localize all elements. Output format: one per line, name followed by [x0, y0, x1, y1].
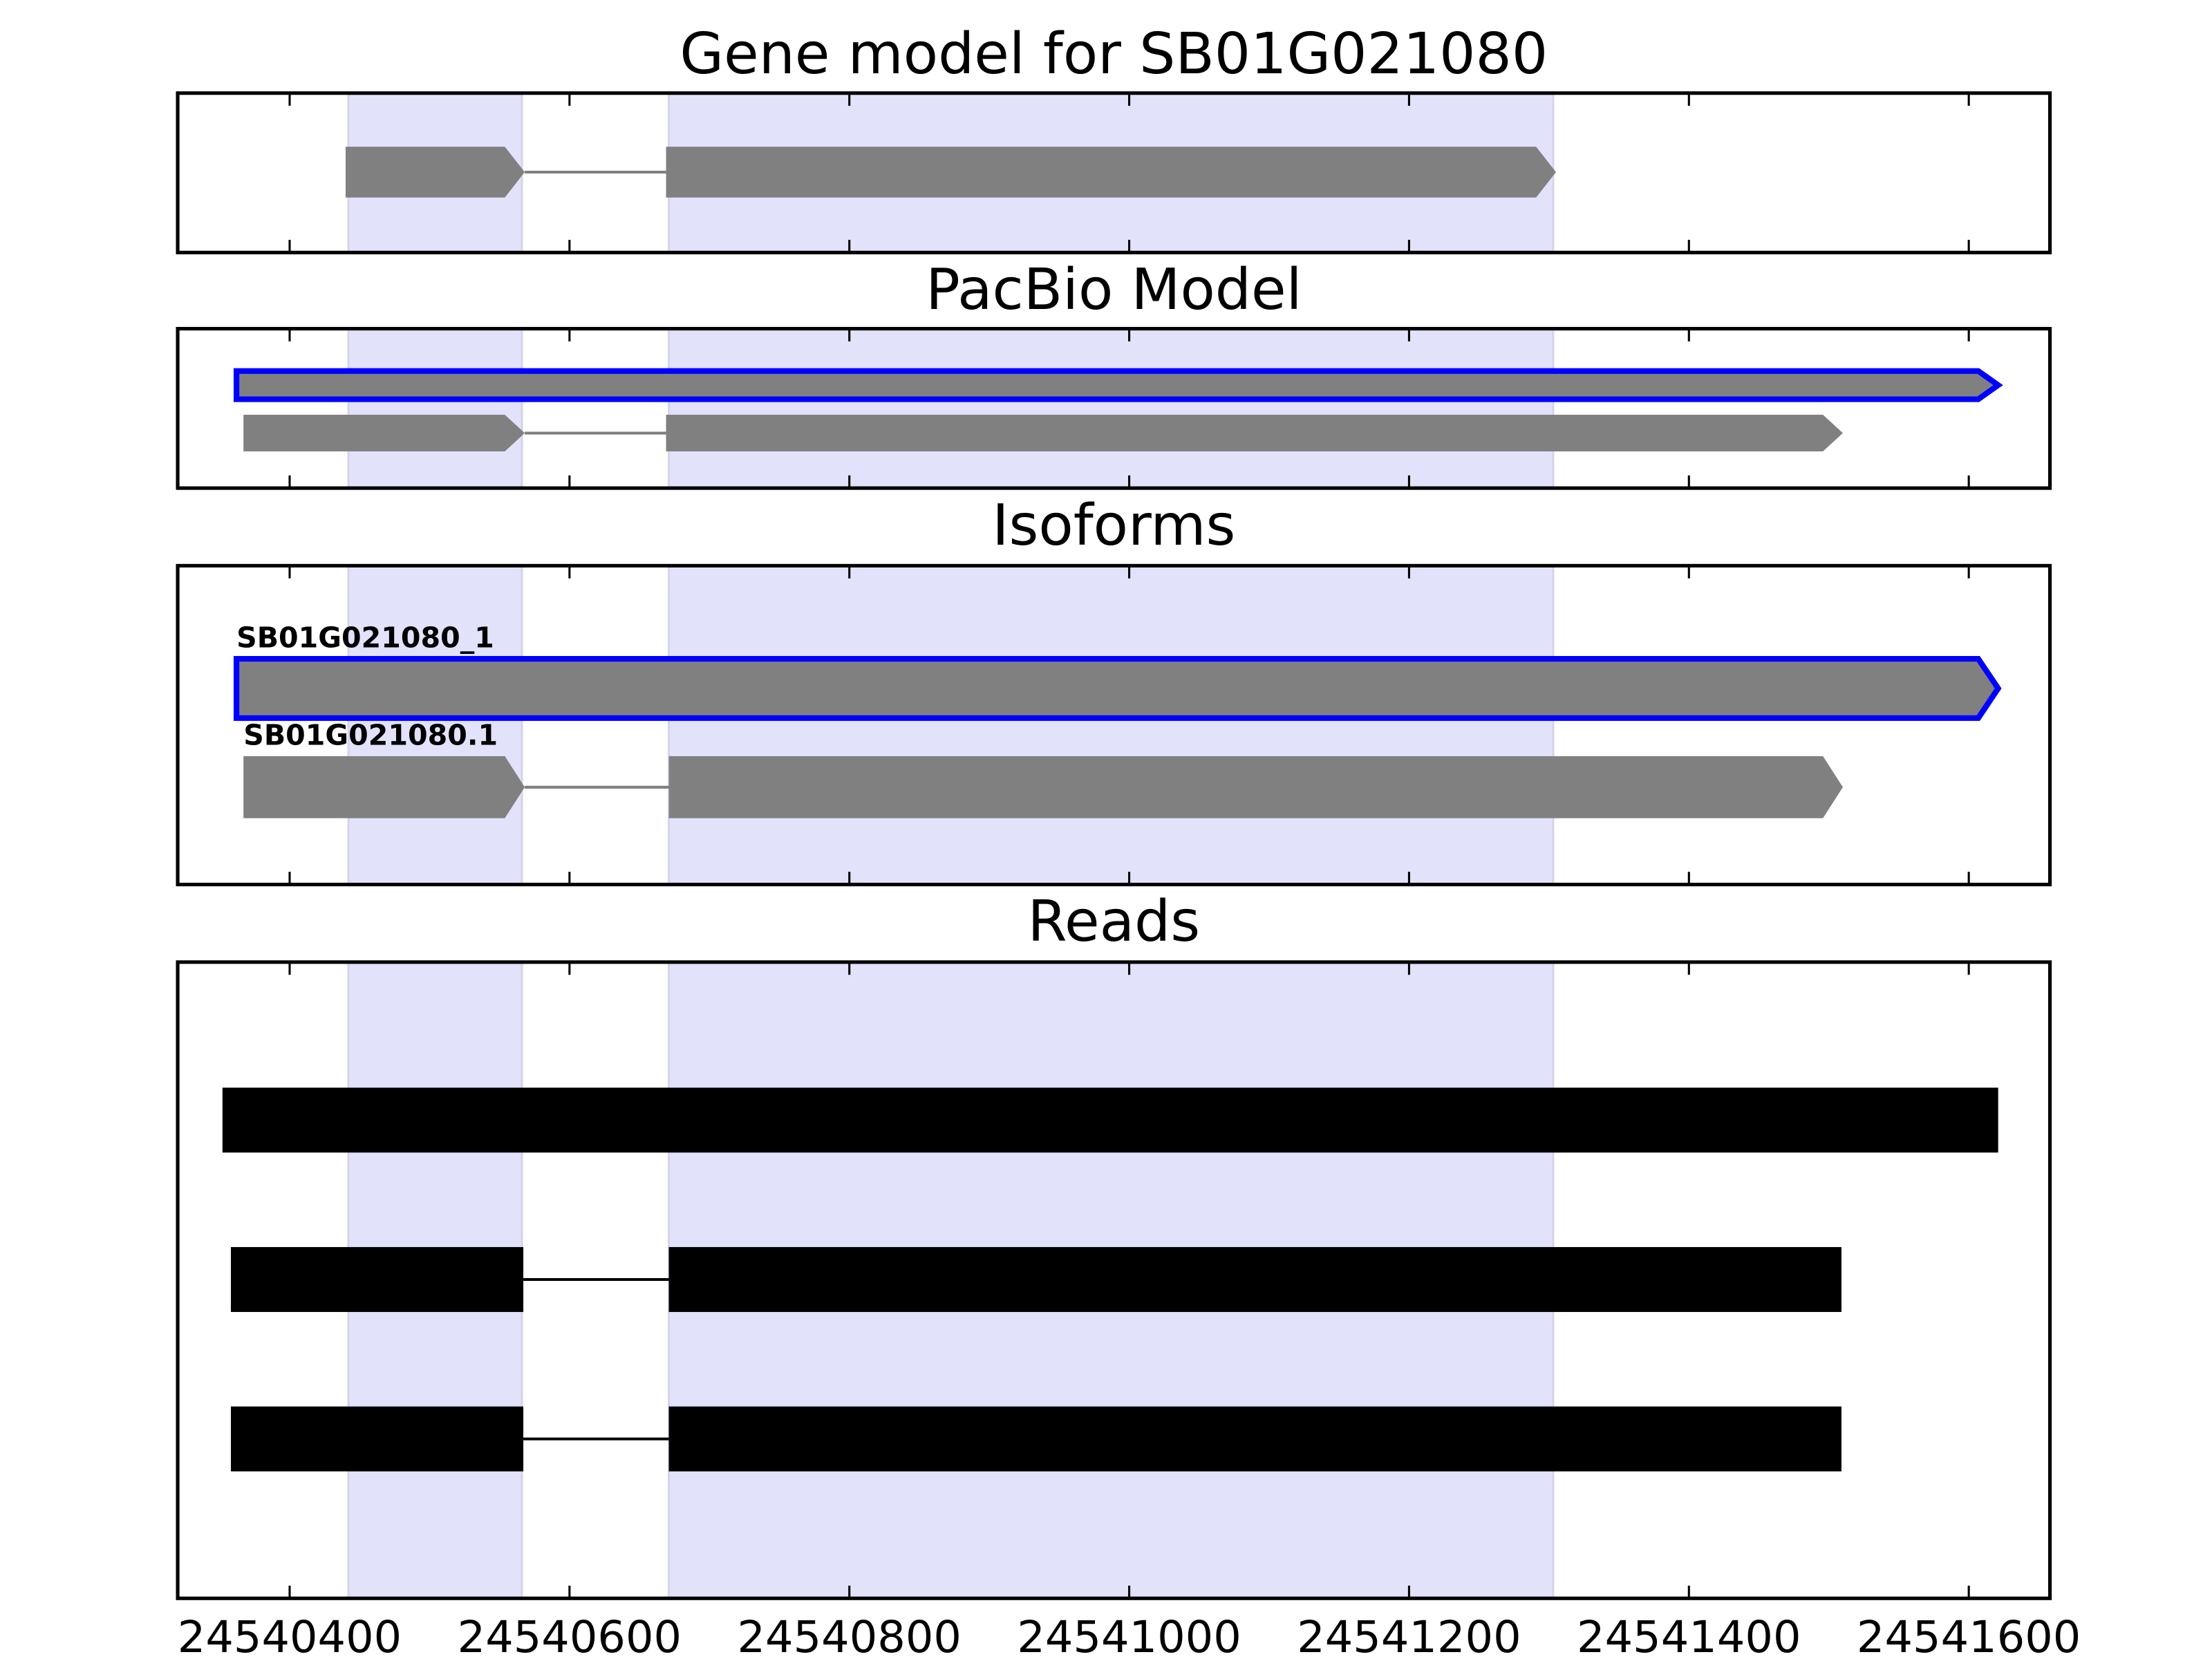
feature-label: SB01G021080_1 — [236, 621, 494, 655]
x-tick-label: 24541400 — [1577, 1611, 1801, 1659]
panel-frame — [176, 563, 2052, 887]
exon — [345, 147, 525, 198]
x-tick-label: 24540400 — [178, 1611, 402, 1659]
shaded-region — [347, 327, 523, 489]
panel-title: Isoforms — [992, 493, 1235, 559]
panel-title: PacBio Model — [926, 257, 1302, 323]
exon — [243, 756, 525, 818]
read-block — [230, 1406, 524, 1472]
exon — [666, 147, 1556, 198]
x-tick-label: 24540800 — [737, 1611, 961, 1659]
exon — [233, 368, 2003, 402]
exon — [233, 655, 2002, 721]
shaded-region — [668, 564, 1555, 886]
panel-title: Reads — [1028, 890, 1201, 955]
x-tick-label: 24541200 — [1297, 1611, 1521, 1659]
exon — [668, 756, 1843, 818]
x-tick-label: 24541000 — [1017, 1611, 1241, 1659]
panel-frame — [176, 91, 2052, 254]
panel-frame — [176, 960, 2052, 1600]
read-block — [668, 1406, 1841, 1472]
shaded-region — [668, 327, 1555, 489]
panel-title: Gene model for SB01G021080 — [679, 21, 1548, 87]
exon — [243, 415, 525, 452]
panel-frame — [176, 326, 2052, 490]
read-block — [668, 1247, 1841, 1312]
shaded-region — [347, 564, 523, 886]
read-block — [230, 1247, 524, 1312]
x-tick-label: 24541600 — [1857, 1611, 2081, 1659]
exon — [666, 415, 1843, 452]
x-tick-label: 24540600 — [458, 1611, 682, 1659]
read-block — [222, 1087, 1998, 1153]
feature-label: SB01G021080.1 — [243, 719, 498, 752]
